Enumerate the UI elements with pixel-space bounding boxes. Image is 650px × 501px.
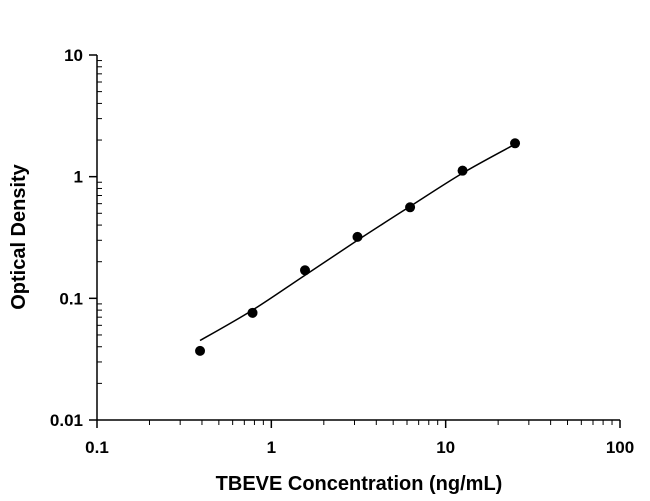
data-point — [457, 165, 468, 176]
data-point — [300, 265, 311, 276]
y-tick-label: 10 — [64, 46, 83, 65]
y-axis-title: Optical Density — [8, 163, 30, 309]
x-tick-label: 0.1 — [85, 438, 109, 457]
data-point — [510, 138, 521, 149]
y-tick-label: 0.01 — [50, 411, 83, 430]
data-point — [352, 231, 363, 242]
data-point — [195, 345, 206, 356]
x-tick-label: 10 — [436, 438, 455, 457]
x-tick-label: 1 — [267, 438, 276, 457]
x-axis-title: TBEVE Concentration (ng/mL) — [216, 473, 503, 495]
x-tick-label: 100 — [606, 438, 634, 457]
data-point — [405, 202, 416, 213]
data-point — [247, 307, 258, 318]
data-points — [195, 138, 521, 356]
y-tick-label: 0.1 — [59, 289, 83, 308]
y-tick-label: 1 — [74, 168, 83, 187]
fit-curve — [199, 143, 516, 342]
ticks — [89, 54, 621, 428]
